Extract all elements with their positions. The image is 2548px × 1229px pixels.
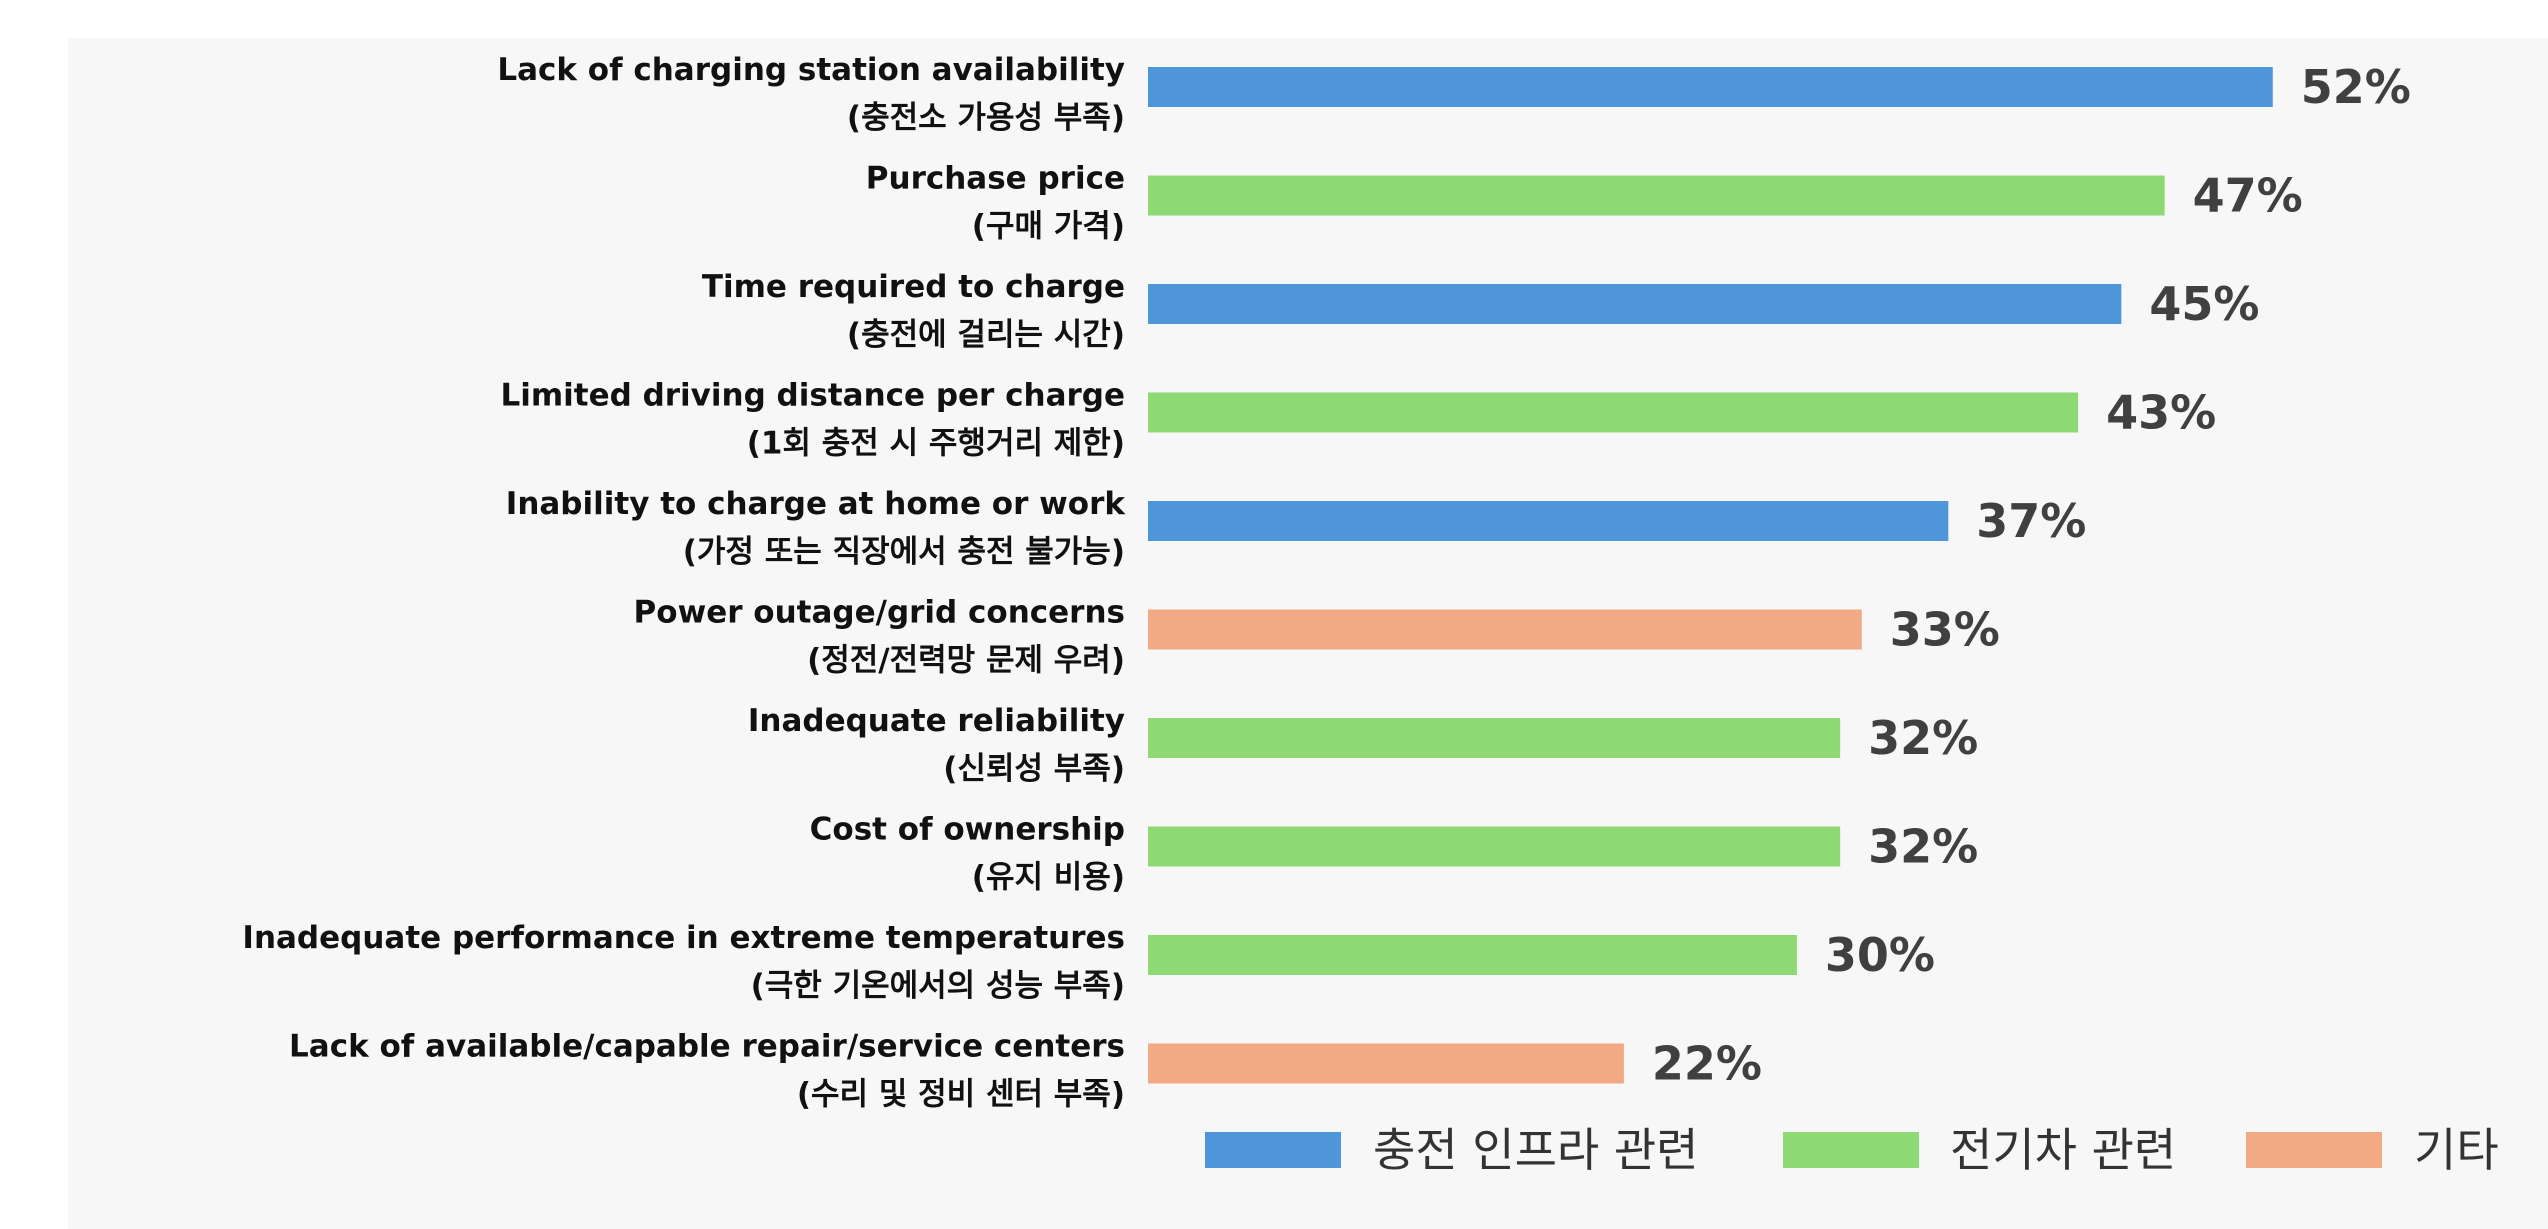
- category-labels-layer: Lack of charging station availability (충전…: [242, 52, 1126, 1113]
- bar-6: [1148, 718, 1841, 758]
- value-labels-layer: 52% 47% 45% 43% 37% 33% 32% 32% 30% 22%: [1652, 60, 2411, 1091]
- bar-0: [1148, 67, 2273, 107]
- legend-swatch-1: [1783, 1132, 1919, 1168]
- category-label-8-line-1: (극한 기온에서의 성능 부족): [751, 968, 1125, 1004]
- value-label-1: 47%: [2193, 169, 2303, 223]
- category-label-3-line-0: Limited driving distance per charge: [500, 378, 1125, 414]
- bar-4: [1148, 501, 1949, 541]
- category-label-0-line-1: (충전소 가용성 부족): [847, 100, 1125, 136]
- category-label-2-line-1: (충전에 걸리는 시간): [847, 317, 1125, 353]
- value-label-9: 22%: [1652, 1037, 1762, 1091]
- category-label-2-line-0: Time required to charge: [702, 269, 1125, 305]
- category-label-5-line-1: (정전/전력망 문제 우려): [807, 643, 1125, 679]
- legend-swatch-2: [2246, 1132, 2382, 1168]
- value-label-0: 52%: [2301, 60, 2411, 114]
- value-label-5: 33%: [1890, 603, 2000, 657]
- bar-2: [1148, 284, 2122, 324]
- value-label-8: 30%: [1825, 928, 1935, 982]
- value-label-4: 37%: [1976, 494, 2086, 548]
- category-label-5-line-0: Power outage/grid concerns: [634, 595, 1125, 631]
- bar-9: [1148, 1043, 1624, 1084]
- bar-7: [1148, 826, 1841, 867]
- bars-layer: [1148, 67, 2273, 1084]
- category-label-0-line-0: Lack of charging station availability: [497, 52, 1125, 88]
- category-label-9-line-1: (수리 및 정비 센터 부족): [797, 1077, 1125, 1113]
- value-label-7: 32%: [1868, 820, 1978, 874]
- legend-label-0: 충전 인프라 관련: [1373, 1123, 1698, 1177]
- legend-label-1: 전기차 관련: [1950, 1123, 2176, 1177]
- bar-8: [1148, 935, 1797, 975]
- category-label-3-line-1: (1회 충전 시 주행거리 제한): [747, 426, 1125, 462]
- category-label-1-line-1: (구매 가격): [972, 209, 1125, 245]
- bar-1: [1148, 175, 2165, 216]
- category-label-1-line-0: Purchase price: [866, 161, 1125, 197]
- bar-5: [1148, 609, 1862, 650]
- category-label-7-line-0: Cost of ownership: [810, 812, 1125, 848]
- value-label-6: 32%: [1868, 711, 1978, 765]
- value-label-2: 45%: [2149, 277, 2259, 331]
- category-label-9-line-0: Lack of available/capable repair/service…: [289, 1029, 1125, 1065]
- category-label-6-line-1: (신뢰성 부족): [943, 751, 1125, 787]
- bar-3: [1148, 392, 2079, 433]
- category-label-8-line-0: Inadequate performance in extreme temper…: [242, 920, 1125, 956]
- legend-label-2: 기타: [2414, 1123, 2499, 1177]
- category-label-4-line-0: Inability to charge at home or work: [506, 486, 1127, 522]
- category-label-6-line-0: Inadequate reliability: [748, 703, 1125, 739]
- category-label-7-line-1: (유지 비용): [972, 860, 1125, 896]
- value-label-3: 43%: [2106, 386, 2216, 440]
- legend-swatch-0: [1205, 1132, 1341, 1168]
- category-label-4-line-1: (가정 또는 직장에서 충전 불가능): [683, 534, 1125, 570]
- legend: 충전 인프라 관련 전기차 관련 기타: [1205, 1123, 2499, 1177]
